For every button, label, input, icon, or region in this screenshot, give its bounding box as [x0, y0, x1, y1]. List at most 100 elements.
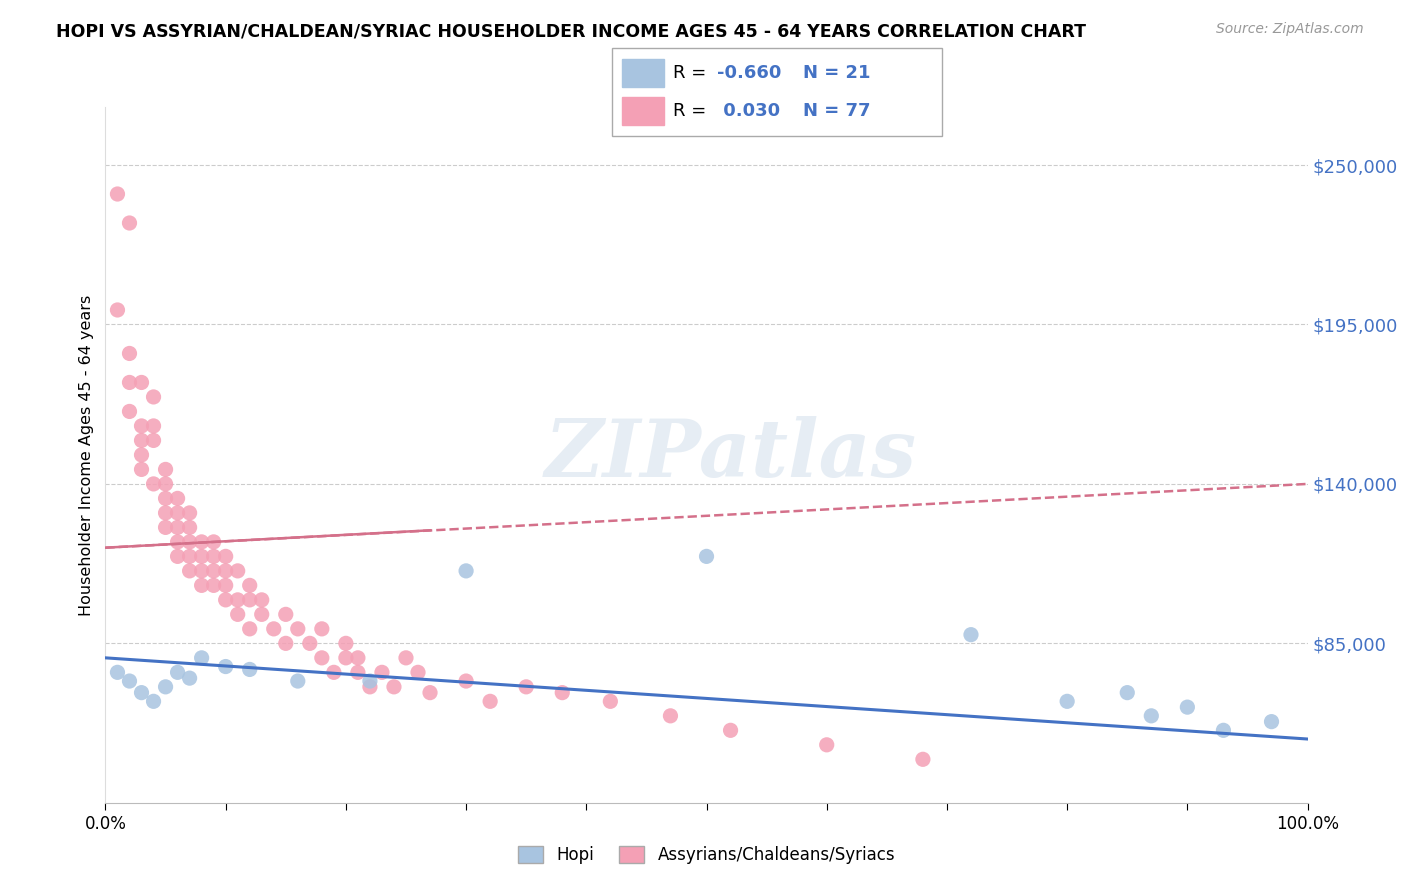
Point — [214, 549, 236, 564]
Text: N = 77: N = 77 — [803, 102, 870, 120]
Point — [359, 674, 381, 689]
Point — [382, 680, 405, 694]
Point — [131, 434, 153, 448]
Point — [214, 659, 236, 673]
Point — [155, 476, 177, 491]
Point — [311, 622, 333, 636]
Text: R =: R = — [672, 63, 711, 82]
Point — [960, 628, 983, 642]
Point — [179, 671, 201, 685]
Point — [118, 346, 141, 360]
Point — [142, 418, 165, 433]
Point — [166, 534, 188, 549]
Bar — [621, 97, 665, 125]
Point — [226, 564, 249, 578]
Point — [239, 622, 262, 636]
Point — [107, 187, 129, 202]
Point — [131, 685, 153, 699]
Point — [190, 578, 212, 592]
Point — [263, 622, 285, 636]
Point — [347, 665, 370, 680]
Point — [911, 752, 934, 766]
Point — [118, 376, 141, 390]
Point — [395, 651, 418, 665]
Point — [515, 680, 537, 694]
Y-axis label: Householder Income Ages 45 - 64 years: Householder Income Ages 45 - 64 years — [79, 294, 94, 615]
Point — [419, 685, 441, 699]
Point — [720, 723, 742, 738]
Point — [274, 636, 297, 650]
Point — [454, 564, 477, 578]
Point — [202, 549, 225, 564]
Point — [298, 636, 321, 650]
Point — [239, 592, 262, 607]
Point — [179, 506, 201, 520]
Text: R =: R = — [672, 102, 711, 120]
Point — [166, 665, 188, 680]
Point — [1175, 700, 1198, 714]
Point — [131, 418, 153, 433]
Point — [239, 662, 262, 676]
Point — [1056, 694, 1078, 708]
Point — [155, 520, 177, 534]
Point — [131, 448, 153, 462]
Point — [214, 592, 236, 607]
Point — [190, 564, 212, 578]
Point — [1260, 714, 1282, 729]
Point — [274, 607, 297, 622]
Point — [118, 216, 141, 230]
Point — [1212, 723, 1234, 738]
Point — [107, 302, 129, 317]
Point — [1116, 685, 1139, 699]
Point — [131, 376, 153, 390]
Point — [155, 462, 177, 476]
Text: HOPI VS ASSYRIAN/CHALDEAN/SYRIAC HOUSEHOLDER INCOME AGES 45 - 64 YEARS CORRELATI: HOPI VS ASSYRIAN/CHALDEAN/SYRIAC HOUSEHO… — [56, 22, 1087, 40]
Point — [659, 708, 682, 723]
Legend: Hopi, Assyrians/Chaldeans/Syriacs: Hopi, Assyrians/Chaldeans/Syriacs — [512, 839, 901, 871]
Text: Source: ZipAtlas.com: Source: ZipAtlas.com — [1216, 22, 1364, 37]
Text: ZIPatlas: ZIPatlas — [544, 417, 917, 493]
Point — [347, 651, 370, 665]
Point — [179, 534, 201, 549]
Point — [406, 665, 429, 680]
Point — [226, 607, 249, 622]
Point — [155, 506, 177, 520]
Point — [142, 434, 165, 448]
Point — [166, 549, 188, 564]
Point — [166, 506, 188, 520]
Point — [155, 680, 177, 694]
Point — [142, 694, 165, 708]
Point — [311, 651, 333, 665]
Point — [118, 674, 141, 689]
Point — [250, 607, 273, 622]
Bar — [621, 59, 665, 87]
Point — [287, 674, 309, 689]
Point — [202, 534, 225, 549]
Point — [190, 534, 212, 549]
Point — [202, 578, 225, 592]
Point — [179, 520, 201, 534]
Point — [1140, 708, 1163, 723]
Point — [226, 592, 249, 607]
Point — [287, 622, 309, 636]
Point — [214, 564, 236, 578]
Point — [599, 694, 621, 708]
Point — [371, 665, 394, 680]
Point — [335, 636, 357, 650]
Point — [202, 564, 225, 578]
Text: N = 21: N = 21 — [803, 63, 870, 82]
Text: -0.660: -0.660 — [717, 63, 782, 82]
Point — [118, 404, 141, 418]
Point — [696, 549, 718, 564]
Text: 0.030: 0.030 — [717, 102, 780, 120]
Point — [179, 564, 201, 578]
Point — [155, 491, 177, 506]
Point — [142, 476, 165, 491]
Point — [107, 665, 129, 680]
Point — [190, 549, 212, 564]
Point — [335, 651, 357, 665]
Point — [239, 578, 262, 592]
Point — [166, 520, 188, 534]
Point — [214, 578, 236, 592]
Point — [250, 592, 273, 607]
